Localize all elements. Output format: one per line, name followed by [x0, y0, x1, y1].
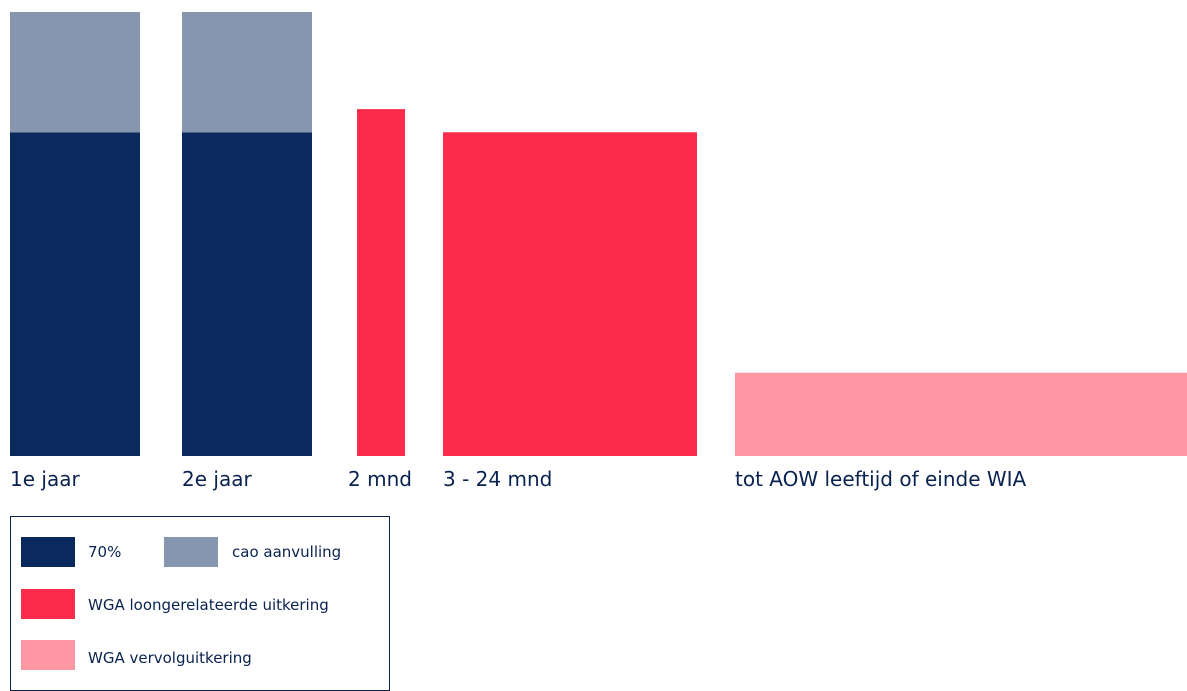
bar-seventy-0 — [10, 132, 140, 456]
bar-wga-vervolg-4 — [735, 373, 1187, 456]
legend-label-wga-vervolg: WGA vervolguitkering — [88, 648, 252, 668]
bar-cao-0 — [10, 12, 140, 132]
legend: 70% cao aanvulling WGA loongerelateerde … — [10, 516, 390, 691]
bar-seventy-1 — [182, 132, 312, 456]
legend-swatch-cao-aanvulling — [164, 537, 218, 567]
bar-wga-loon-3 — [443, 132, 697, 456]
legend-label-wga-loongerelateerde: WGA loongerelateerde uitkering — [88, 595, 329, 615]
legend-label-70-percent: 70% — [88, 542, 121, 562]
category-label-3-24-mnd: 3 - 24 mnd — [443, 467, 552, 491]
bar-cao-1 — [182, 12, 312, 132]
legend-swatch-wga-loongerelateerde — [21, 589, 75, 619]
legend-swatch-70-percent — [21, 537, 75, 567]
category-label-1e-jaar: 1e jaar — [10, 467, 80, 491]
legend-swatch-wga-vervolg — [21, 640, 75, 670]
bar-chart — [0, 0, 1187, 460]
category-label-2-mnd: 2 mnd — [348, 467, 412, 491]
category-label-tot-aow: tot AOW leeftijd of einde WIA — [735, 467, 1026, 491]
bar-wga-loon-2 — [357, 109, 405, 456]
category-label-2e-jaar: 2e jaar — [182, 467, 252, 491]
legend-label-cao-aanvulling: cao aanvulling — [232, 542, 341, 562]
